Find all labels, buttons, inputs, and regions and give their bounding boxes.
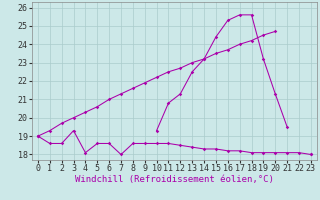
X-axis label: Windchill (Refroidissement éolien,°C): Windchill (Refroidissement éolien,°C) — [75, 175, 274, 184]
